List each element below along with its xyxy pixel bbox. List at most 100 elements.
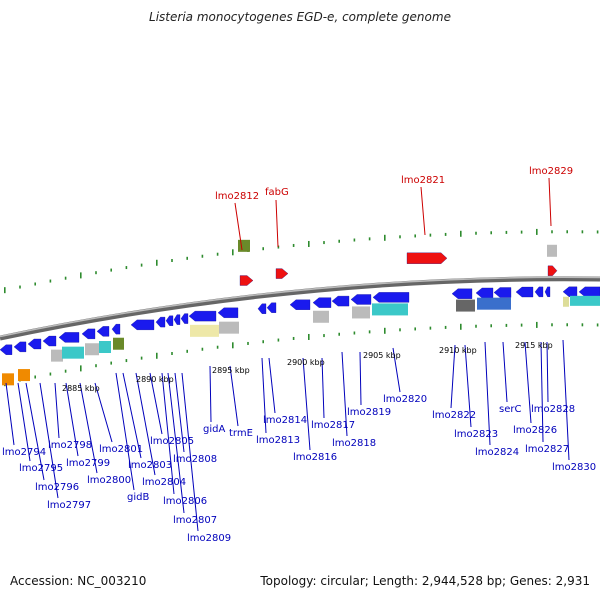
gene-label-lmo2820[interactable]: lmo2820	[383, 394, 427, 405]
gene-arrow	[58, 332, 80, 343]
gene-label-lmo2804[interactable]: lmo2804	[142, 477, 186, 488]
gene-arrow	[111, 323, 121, 335]
gene-box	[352, 306, 370, 319]
gene-label-lmo2803[interactable]: lmo2803	[128, 460, 172, 471]
gene-label-lmo2822[interactable]: lmo2822	[432, 410, 476, 421]
backbone-layer	[0, 276, 600, 341]
label-line	[229, 365, 239, 427]
gene-arrow	[544, 286, 551, 297]
upper-tick	[399, 235, 401, 239]
gene-label-lmo2819[interactable]: lmo2819	[347, 407, 391, 418]
gene-arrow	[312, 297, 332, 308]
gene-label-lmo2821[interactable]: lmo2821	[401, 175, 445, 186]
gene-label-lmo2824[interactable]: lmo2824	[475, 447, 519, 458]
gene-arrow	[165, 315, 174, 326]
lower-tick	[338, 332, 340, 336]
lower-tick	[475, 324, 477, 328]
lower-tick	[34, 375, 36, 379]
rna-gene-arrow	[547, 265, 558, 276]
label-line	[54, 382, 60, 439]
gene-label-lmo2818[interactable]: lmo2818	[332, 438, 376, 449]
label-line	[17, 382, 31, 462]
upper-tick	[186, 256, 188, 260]
gene-label-lmo2808[interactable]: lmo2808	[173, 454, 217, 465]
gene-label-lmo2806[interactable]: lmo2806	[163, 496, 207, 507]
upper-tick	[475, 231, 477, 235]
gene-arrow	[42, 335, 57, 347]
gene-label-fabG[interactable]: fabG	[265, 187, 289, 198]
lower-tick	[201, 347, 204, 351]
lower-tick	[125, 359, 128, 363]
label-line	[122, 372, 142, 459]
lower-tick	[171, 352, 173, 356]
gene-label-lmo2817[interactable]: lmo2817	[311, 420, 355, 431]
lower-tick	[277, 338, 280, 342]
upper-tick	[125, 266, 128, 270]
upper-tick	[368, 237, 371, 241]
upper-tick	[460, 230, 462, 237]
gene-arrow	[130, 319, 155, 331]
gene-label-lmo2830[interactable]: lmo2830	[552, 462, 596, 473]
gene-label-lmo2795[interactable]: lmo2795	[19, 463, 63, 474]
lower-tick	[384, 327, 386, 334]
label-line	[181, 372, 199, 532]
label-line	[5, 382, 15, 446]
upper-tick	[216, 252, 219, 256]
gene-arrow	[578, 286, 600, 298]
upper-tick	[520, 230, 523, 234]
gene-label-lmo2800[interactable]: lmo2800	[87, 475, 131, 486]
upper-tick	[384, 234, 386, 241]
gene-box	[547, 244, 557, 257]
lower-tick	[186, 349, 188, 353]
upper-tick	[308, 240, 310, 247]
upper-tick	[596, 230, 599, 234]
gene-label-lmo2797[interactable]: lmo2797	[47, 500, 91, 511]
gene-label-lmo2827[interactable]: lmo2827	[525, 444, 569, 455]
gene-arrow	[331, 295, 350, 307]
upper-tick	[140, 263, 143, 267]
gene-label-lmo2805[interactable]: lmo2805	[150, 436, 194, 447]
gene-arrow	[173, 314, 181, 325]
gene-box	[219, 321, 239, 334]
lower-tick	[520, 323, 523, 327]
label-line	[234, 202, 243, 251]
lower-tick	[429, 326, 432, 330]
lower-tick	[140, 356, 143, 360]
gene-label-lmo2829[interactable]: lmo2829	[529, 166, 573, 177]
gene-label-lmo2812[interactable]: lmo2812	[215, 191, 259, 202]
gene-label-lmo2814[interactable]: lmo2814	[263, 415, 307, 426]
upper-tick	[19, 285, 21, 289]
upper-tick	[4, 287, 6, 294]
gene-label-serC[interactable]: serC	[499, 404, 521, 415]
gene-label-lmo2816[interactable]: lmo2816	[293, 452, 337, 463]
gene-label-lmo2826[interactable]: lmo2826	[513, 425, 557, 436]
gene-arrow	[350, 294, 372, 305]
gene-label-lmo2828[interactable]: lmo2828	[531, 404, 575, 415]
label-line	[524, 341, 532, 424]
gene-arrow	[493, 287, 512, 298]
gene-label-lmo2809[interactable]: lmo2809	[187, 533, 231, 544]
gene-label-lmo2807[interactable]: lmo2807	[173, 515, 217, 526]
gene-label-lmo2813[interactable]: lmo2813	[256, 435, 300, 446]
label-line	[174, 372, 185, 453]
gene-label-lmo2801[interactable]: lmo2801	[99, 444, 143, 455]
gene-arrow	[155, 316, 166, 328]
gene-label-lmo2794[interactable]: lmo2794	[2, 447, 46, 458]
upper-tick	[414, 234, 416, 238]
lower-tick	[323, 334, 325, 338]
gene-label-lmo2798[interactable]: lmo2798	[48, 440, 92, 451]
gene-label-lmo2796[interactable]: lmo2796	[35, 482, 79, 493]
gene-label-lmo2799[interactable]: lmo2799	[66, 458, 110, 469]
upper-tick	[156, 259, 158, 266]
lower-tick	[581, 323, 584, 327]
gene-label-lmo2823[interactable]: lmo2823	[454, 429, 498, 440]
gene-label-gidB[interactable]: gidB	[127, 492, 149, 503]
upper-tick	[277, 245, 280, 249]
lower-tick	[460, 323, 462, 330]
label-line	[484, 341, 491, 446]
gene-label-gidA[interactable]: gidA	[203, 424, 225, 435]
label-line	[359, 351, 362, 406]
upper-tick	[338, 239, 340, 243]
gene-label-trmE[interactable]: trmE	[229, 428, 253, 439]
